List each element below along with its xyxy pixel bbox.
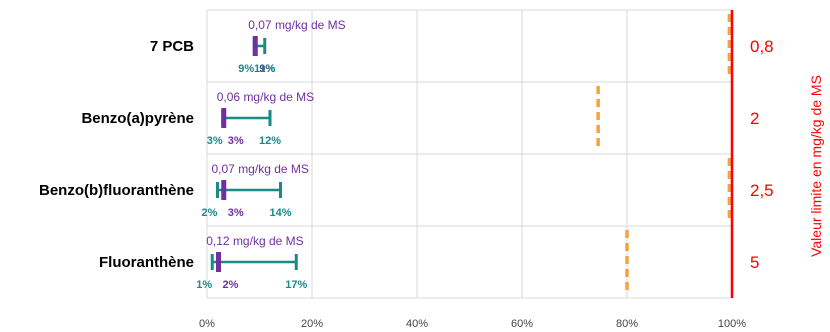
max-percent-label: 12% — [259, 135, 281, 147]
value-label: 0,12 mg/kg de MS — [206, 234, 303, 248]
median-marker — [221, 180, 227, 200]
median-percent-label: 3% — [228, 207, 244, 219]
min-percent-label: 2% — [202, 207, 218, 219]
x-tick-label: 100% — [718, 318, 746, 330]
category-label: 7 PCB — [150, 38, 194, 55]
x-tick-label: 60% — [511, 318, 533, 330]
value-label: 0,07 mg/kg de MS — [212, 162, 309, 176]
max-percent-label: 14% — [269, 207, 291, 219]
min-percent-label: 3% — [207, 135, 223, 147]
median-marker — [221, 108, 227, 128]
limit-value-label: 2 — [750, 109, 759, 128]
max-percent-label: 11% — [254, 63, 276, 75]
x-tick-label: 20% — [301, 318, 323, 330]
label-layer: 0% 20% 40% 60% 80% 100% 7 PCB 0,07 mg/kg de MS 9… — [39, 18, 774, 330]
median-marker — [216, 252, 221, 272]
x-tick-label: 40% — [406, 318, 428, 330]
min-percent-label: 9% — [238, 63, 254, 75]
x-tick-label: 0% — [199, 318, 215, 330]
x-tick-label: 80% — [616, 318, 638, 330]
value-label: 0,07 mg/kg de MS — [248, 18, 345, 32]
y2-axis-title: Valeur limite en mg/kg de MS — [808, 75, 824, 257]
category-label: Fluoranthène — [99, 254, 194, 271]
limit-value-label: 5 — [750, 253, 759, 272]
category-label: Benzo(b)fluoranthène — [39, 182, 194, 199]
max-percent-label: 17% — [285, 279, 307, 291]
category-label: Benzo(a)pyrène — [81, 110, 194, 127]
grid-layer — [206, 9, 732, 299]
range-layer — [210, 36, 298, 272]
min-percent-label: 1% — [196, 279, 212, 291]
limit-value-label: 0,8 — [750, 37, 774, 56]
value-label: 0,06 mg/kg de MS — [217, 90, 314, 104]
median-percent-label: 2% — [223, 279, 239, 291]
threshold-layer — [596, 14, 732, 294]
median-percent-label: 9% — [259, 63, 275, 75]
limit-value-label: 2,5 — [750, 181, 774, 200]
median-marker — [252, 36, 258, 56]
median-percent-label: 3% — [228, 135, 244, 147]
